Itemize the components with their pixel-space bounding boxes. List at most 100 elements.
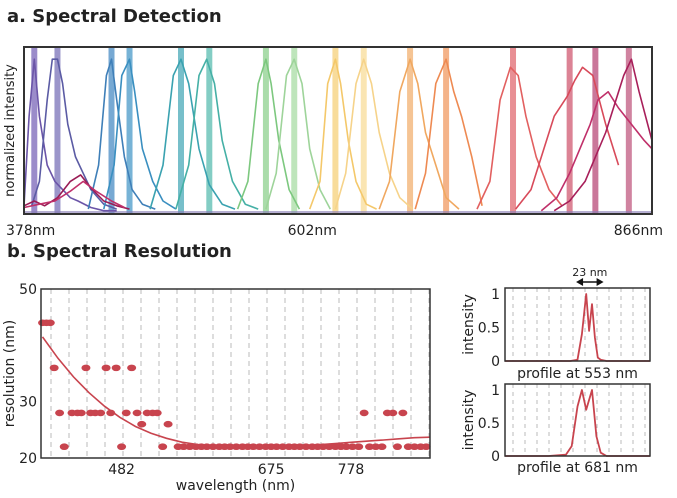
data-point xyxy=(388,409,398,417)
data-point xyxy=(96,409,106,417)
spectrum-line xyxy=(378,58,460,210)
spectrum-line xyxy=(414,58,483,210)
data-point xyxy=(158,443,168,451)
data-point xyxy=(398,409,408,417)
x-tick-label: 675 xyxy=(258,462,285,478)
profile-553-chart: 1 0.5 0 intensity profile at 553 nm 23 nm xyxy=(461,266,651,382)
detection-band xyxy=(510,47,517,214)
data-point xyxy=(392,443,402,451)
spectrum-line xyxy=(308,58,377,210)
spectrum-line xyxy=(23,180,125,209)
data-point xyxy=(348,443,358,451)
detection-band xyxy=(206,47,213,214)
data-point xyxy=(45,319,55,327)
data-point xyxy=(101,364,111,372)
spectrum-line xyxy=(265,58,332,210)
data-point xyxy=(354,443,364,451)
data-point xyxy=(202,443,212,451)
chart-frame xyxy=(504,287,651,362)
data-point xyxy=(272,443,282,451)
x-tick-label: 778 xyxy=(338,462,365,478)
data-point xyxy=(179,443,189,451)
data-point xyxy=(127,364,137,372)
annotation-label: 23 nm xyxy=(572,266,607,279)
data-point xyxy=(231,443,241,451)
profile-line xyxy=(505,293,650,362)
section-a-title: a. Spectral Detection xyxy=(7,6,222,27)
detection-bands xyxy=(31,47,632,214)
y-tick-label: 0 xyxy=(491,354,500,370)
data-point xyxy=(295,443,305,451)
data-point xyxy=(137,420,147,428)
data-point xyxy=(49,364,59,372)
chart-frame xyxy=(504,383,651,457)
data-point xyxy=(106,409,116,417)
data-point xyxy=(371,443,381,451)
x-axis-label: profile at 553 nm xyxy=(517,366,638,382)
data-point xyxy=(255,443,265,451)
data-point xyxy=(318,443,328,451)
data-point xyxy=(278,443,288,451)
spectrum-line xyxy=(149,58,236,210)
x-axis-label: profile at 681 nm xyxy=(517,460,638,476)
x-tick-label: 602nm xyxy=(288,223,337,239)
data-point xyxy=(225,443,235,451)
data-point xyxy=(377,443,387,451)
detection-band xyxy=(291,47,298,214)
arrow-head-left xyxy=(576,278,584,286)
data-point xyxy=(248,443,258,451)
detection-band xyxy=(566,47,573,214)
chart-frame xyxy=(40,288,431,459)
spectrum-line xyxy=(103,58,177,210)
detection-band xyxy=(360,47,367,214)
detection-band xyxy=(625,47,632,214)
detection-band xyxy=(178,47,184,214)
data-point xyxy=(152,409,162,417)
y-tick-label: 1 xyxy=(491,287,500,303)
detection-band xyxy=(407,47,414,214)
detection-band xyxy=(332,47,339,214)
spectrum-line xyxy=(553,58,653,212)
data-point xyxy=(111,364,121,372)
spectrum-line xyxy=(540,91,653,212)
data-point xyxy=(421,443,431,451)
data-point xyxy=(76,409,86,417)
data-point xyxy=(410,443,420,451)
resolution-gridlines xyxy=(50,289,430,458)
detection-band xyxy=(108,47,115,214)
data-point xyxy=(132,409,142,417)
x-tick-label: 866nm xyxy=(614,223,663,239)
y-tick-labels: 50 30 20 xyxy=(19,282,37,467)
chart-frame xyxy=(23,46,653,215)
y-tick-label: 0 xyxy=(491,449,500,465)
data-point xyxy=(301,443,311,451)
trend-line xyxy=(41,336,431,448)
y-axis-label: normalized intensity xyxy=(3,64,18,197)
detection-band xyxy=(54,47,61,214)
y-axis-label: intensity xyxy=(461,294,477,355)
spectrum-line xyxy=(87,58,156,210)
profile-line xyxy=(505,389,650,457)
data-point xyxy=(121,409,131,417)
resolution-points xyxy=(38,319,431,451)
data-point xyxy=(208,443,218,451)
y-axis-label: resolution (nm) xyxy=(2,320,18,427)
y-tick-label: 1 xyxy=(491,383,500,399)
data-point xyxy=(59,443,69,451)
data-point xyxy=(365,443,375,451)
y-axis-label: intensity xyxy=(461,390,477,451)
data-point xyxy=(324,443,334,451)
spectrum-line xyxy=(30,58,117,210)
detection-band xyxy=(443,47,450,214)
data-point xyxy=(403,443,413,451)
section-b-title: b. Spectral Resolution xyxy=(7,241,232,262)
spectrum-line xyxy=(236,58,301,210)
y-tick-label: 0.5 xyxy=(478,321,500,337)
data-point xyxy=(341,443,351,451)
data-point xyxy=(163,420,173,428)
spectrum-line xyxy=(476,66,563,210)
data-point xyxy=(185,443,195,451)
detection-band xyxy=(31,47,38,214)
y-tick-label: 30 xyxy=(19,395,37,411)
x-tick-label: 378nm xyxy=(6,223,55,239)
